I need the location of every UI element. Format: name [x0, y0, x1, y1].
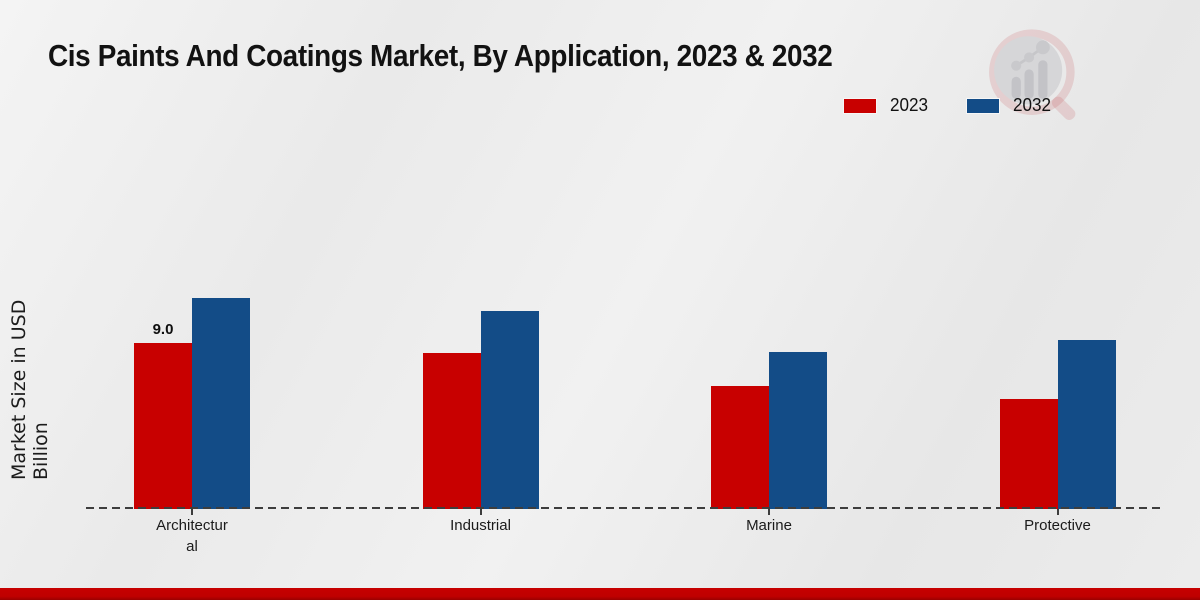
legend-swatch-2032 — [966, 97, 1001, 114]
legend-item-2032: 2032 — [966, 95, 1053, 116]
category-label-marine: Marine — [746, 517, 792, 534]
bar-2032-industrial — [480, 311, 539, 509]
x-axis-tick — [768, 509, 770, 515]
bar-2023-industrial — [422, 353, 481, 509]
x-axis-dashed-line — [86, 507, 1163, 509]
legend-swatch-2023 — [843, 97, 877, 114]
bar-2032-marine — [769, 352, 827, 509]
category-label-architectural: Architectur al — [156, 517, 228, 555]
legend-label-2023: 2023 — [890, 95, 929, 115]
category-label-industrial: Industrial — [450, 517, 511, 534]
chart-title: Cis Paints And Coatings Market, By Appli… — [48, 38, 833, 73]
bar-2032-protective — [1057, 340, 1116, 509]
legend: 2023 2032 — [843, 95, 1053, 116]
x-axis-tick — [191, 509, 193, 515]
x-axis-tick — [1056, 509, 1059, 515]
legend-item-2023: 2023 — [843, 95, 930, 116]
footer-accent-bar — [0, 588, 1200, 600]
category-label-protective: Protective — [1024, 517, 1091, 534]
x-axis-tick — [479, 509, 482, 515]
legend-label-2032: 2032 — [1013, 95, 1052, 115]
bar-2023-marine — [711, 386, 769, 509]
bar-2023-architectural — [134, 343, 192, 509]
bar-2032-architectural — [192, 298, 250, 509]
bar-2023-protective — [999, 399, 1058, 509]
data-label-2023-architectural: 9.0 — [152, 321, 174, 338]
magnifier-bar-chart-logo-icon — [984, 28, 1076, 121]
